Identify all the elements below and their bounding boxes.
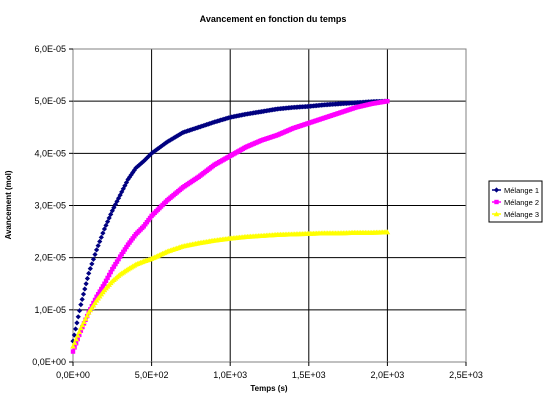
y-tick-label: 2,0E-05 xyxy=(34,253,66,263)
y-tick-label: 1,0E-05 xyxy=(34,305,66,315)
data-point xyxy=(100,230,106,236)
data-point xyxy=(70,349,76,354)
data-point xyxy=(121,249,126,255)
data-point xyxy=(108,211,114,217)
y-tick-label: 3,0E-05 xyxy=(34,201,66,211)
data-point xyxy=(76,308,83,314)
data-point xyxy=(80,291,87,297)
y-tick-label: 4,0E-05 xyxy=(34,148,66,158)
data-point xyxy=(103,222,109,228)
data-point xyxy=(119,252,124,257)
data-point xyxy=(83,281,89,287)
data-point xyxy=(105,275,110,281)
data-point xyxy=(106,215,112,221)
data-point xyxy=(99,286,104,292)
data-point xyxy=(87,266,93,272)
data-point xyxy=(104,219,111,225)
y-axis-title: Avancement (mol) xyxy=(4,170,13,239)
data-point xyxy=(78,302,84,308)
data-point xyxy=(116,256,121,262)
data-point xyxy=(82,286,88,292)
x-tick-label: 5,0E+02 xyxy=(135,370,169,380)
data-point xyxy=(74,320,80,326)
data-point xyxy=(94,294,99,299)
x-tick-label: 1,0E+03 xyxy=(213,370,247,380)
series-3 xyxy=(70,229,391,349)
data-point xyxy=(494,199,499,205)
data-point xyxy=(89,261,95,267)
data-point xyxy=(92,251,98,258)
data-point xyxy=(77,332,82,338)
data-point xyxy=(82,315,89,321)
data-point xyxy=(75,336,80,342)
data-point xyxy=(97,238,103,245)
plot-area: 0,0E+00 5,0E+02 1,0E+03 1,5E+03 2,0E+03 2,5E+… xyxy=(32,44,483,380)
data-point xyxy=(95,291,101,297)
data-point xyxy=(113,261,118,267)
data-point xyxy=(101,226,108,232)
data-point xyxy=(84,312,90,318)
series-2 xyxy=(70,98,390,354)
data-point xyxy=(92,297,98,303)
data-point xyxy=(102,281,107,286)
chart-title: Avancement en fonction du temps xyxy=(200,14,347,24)
data-point xyxy=(384,229,391,235)
data-point xyxy=(111,264,117,269)
x-tick-label: 2,5E+03 xyxy=(449,370,483,380)
y-tick-label: 6,0E-05 xyxy=(34,44,66,54)
data-point xyxy=(110,266,115,272)
data-point xyxy=(76,328,83,334)
data-point xyxy=(122,247,128,252)
data-point xyxy=(114,259,120,264)
data-point xyxy=(108,269,113,275)
data-point xyxy=(81,319,87,325)
data-point xyxy=(79,322,86,328)
data-point xyxy=(95,243,101,249)
data-point xyxy=(78,328,84,333)
data-point xyxy=(100,284,106,289)
data-point xyxy=(70,343,76,349)
data-point xyxy=(97,289,102,294)
legend-label: Mélange 2 xyxy=(504,198,539,207)
data-point xyxy=(70,338,76,344)
data-point xyxy=(86,270,92,276)
x-tick-label: 1,5E+03 xyxy=(292,370,326,380)
y-tick-label: 5,0E-05 xyxy=(34,96,66,106)
data-point xyxy=(493,187,500,193)
data-point xyxy=(103,278,109,284)
data-point xyxy=(84,275,91,282)
data-point xyxy=(71,332,77,338)
data-point xyxy=(90,256,97,262)
data-point xyxy=(74,332,81,338)
data-point xyxy=(93,247,100,253)
data-point xyxy=(106,272,112,278)
data-point xyxy=(79,296,85,302)
data-point xyxy=(73,326,79,332)
data-point xyxy=(75,314,81,320)
x-tick-label: 0,0E+00 xyxy=(56,370,90,380)
y-tick-label: 0,0E+00 xyxy=(32,357,66,367)
data-point xyxy=(124,244,129,250)
data-point xyxy=(120,186,126,192)
data-point xyxy=(98,234,104,240)
legend: Mélange 1 Mélange 2 Mélange 3 xyxy=(488,180,543,223)
data-point xyxy=(117,254,123,259)
data-point xyxy=(73,336,79,342)
x-axis-title: Temps (s) xyxy=(250,384,288,393)
legend-label: Mélange 3 xyxy=(504,210,539,219)
legend-label: Mélange 1 xyxy=(504,186,539,195)
x-tick-label: 2,0E+03 xyxy=(371,370,405,380)
data-point xyxy=(493,211,500,217)
data-point xyxy=(385,98,390,104)
data-point xyxy=(78,325,84,331)
data-point xyxy=(71,339,78,345)
